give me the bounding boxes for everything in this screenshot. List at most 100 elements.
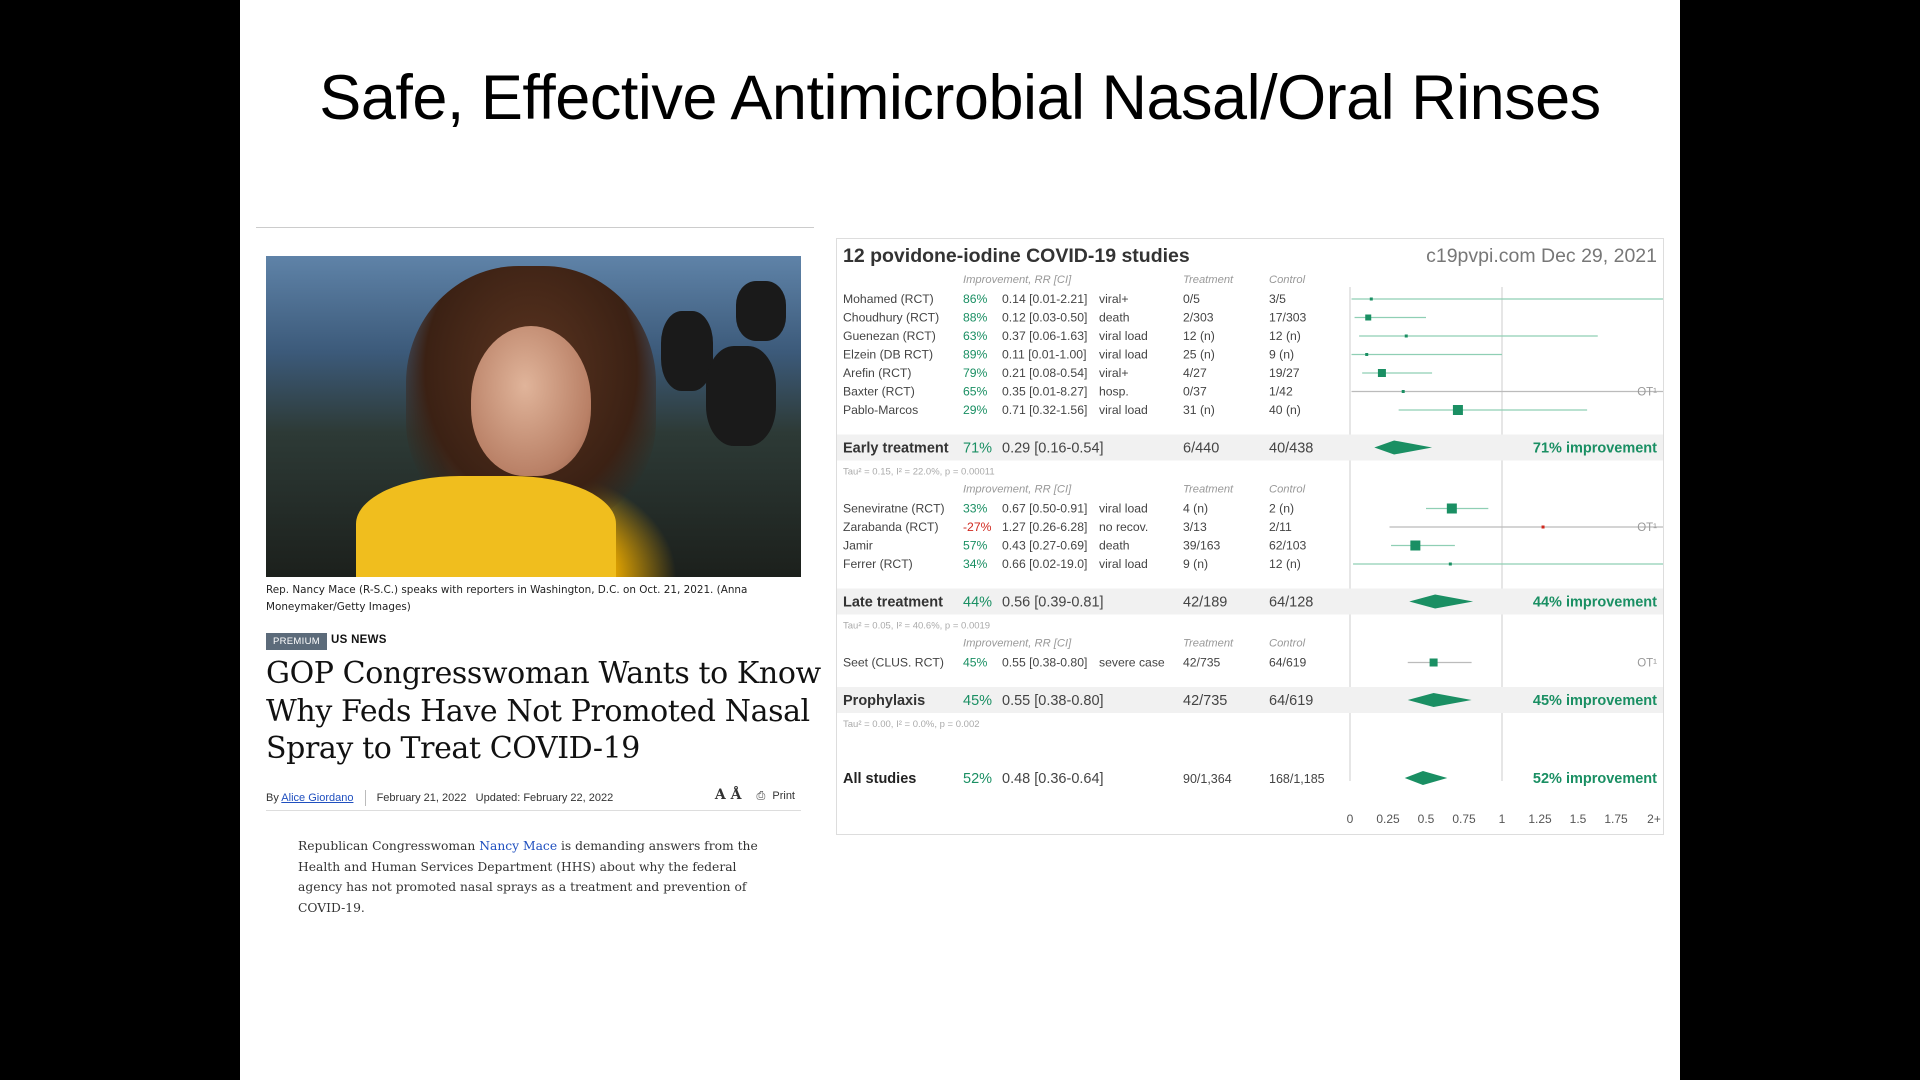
study-name: Baxter (RCT)	[843, 385, 915, 399]
forest-plot: 12 povidone-iodine COVID-19 studies c19pv…	[836, 238, 1664, 835]
study-improvement: 29%	[963, 403, 988, 417]
font-size-button[interactable]: A Å	[714, 787, 742, 803]
study-improvement: -27%	[963, 520, 992, 534]
study-treatment: 12 (n)	[1183, 329, 1215, 343]
summary-treatment: 6/440	[1183, 441, 1219, 457]
column-header-improvement: Improvement, RR [CI]	[963, 274, 1072, 286]
column-header-treatment: Treatment	[1183, 484, 1234, 496]
photo-caption: Rep. Nancy Mace (R-S.C.) speaks with rep…	[266, 584, 748, 613]
study-improvement: 33%	[963, 502, 988, 516]
study-name: Mohamed (RCT)	[843, 292, 934, 306]
study-outcome: death	[1099, 311, 1130, 325]
print-icon[interactable]: ⎙	[756, 790, 766, 802]
summary-result: 71% improvement	[1533, 441, 1657, 457]
heterogeneity-stats: Tau² = 0.00, I² = 0.0%, p = 0.002	[843, 719, 980, 730]
x-tick-label: 1.75	[1604, 812, 1628, 826]
study-outcome: severe case	[1099, 656, 1165, 670]
study-rr-ci: 0.67 [0.50-0.91]	[1002, 502, 1087, 516]
summary-label: Prophylaxis	[843, 693, 925, 709]
study-effect-marker	[1429, 658, 1438, 667]
study-control: 62/103	[1269, 539, 1306, 553]
study-rr-ci: 0.12 [0.03-0.50]	[1002, 311, 1087, 325]
summary-control: 40/438	[1269, 441, 1313, 457]
forest-source: c19pvpi.com Dec 29, 2021	[1426, 245, 1657, 267]
study-control: 1/42	[1269, 385, 1293, 399]
study-effect-marker	[1541, 525, 1545, 529]
study-rr-ci: 0.11 [0.01-1.00]	[1002, 348, 1086, 362]
summary-diamond	[1374, 440, 1433, 455]
body-text-start: Republican Congresswoman	[298, 839, 480, 853]
study-effect-marker	[1448, 562, 1452, 566]
forest-title: 12 povidone-iodine COVID-19 studies	[843, 245, 1190, 267]
study-name: Pablo-Marcos	[843, 403, 918, 417]
study-rr-ci: 0.71 [0.32-1.56]	[1002, 403, 1087, 417]
overall-result: 52% improvement	[1533, 771, 1657, 787]
study-outcome: viral+	[1099, 292, 1128, 306]
author-link[interactable]: Alice Giordano	[281, 791, 354, 804]
column-header-improvement: Improvement, RR [CI]	[963, 484, 1072, 496]
summary-row-bg	[837, 687, 1663, 713]
byline-rule	[266, 810, 801, 811]
study-control: 40 (n)	[1269, 403, 1301, 417]
summary-label: Early treatment	[843, 441, 949, 457]
study-control: 3/5	[1269, 292, 1286, 306]
heterogeneity-stats: Tau² = 0.05, I² = 40.6%, p = 0.0019	[843, 621, 990, 632]
study-improvement: 65%	[963, 385, 988, 399]
study-effect-marker	[1377, 369, 1386, 377]
print-button[interactable]: Print	[772, 790, 795, 802]
summary-treatment: 42/189	[1183, 595, 1227, 611]
study-outcome: hosp.	[1099, 385, 1129, 399]
column-header-improvement: Improvement, RR [CI]	[963, 638, 1072, 650]
summary-control: 64/619	[1269, 693, 1313, 709]
study-improvement: 88%	[963, 311, 988, 325]
study-effect-marker	[1410, 540, 1421, 551]
summary-row-bg	[837, 588, 1663, 615]
article-top-rule	[256, 227, 814, 228]
study-effect-marker	[1365, 353, 1369, 356]
study-control: 17/303	[1269, 311, 1306, 325]
summary-diamond	[1409, 594, 1474, 609]
summary-rr-ci: 0.55 [0.38-0.80]	[1002, 693, 1104, 709]
column-header-treatment: Treatment	[1183, 274, 1234, 286]
study-rr-ci: 0.55 [0.38-0.80]	[1002, 656, 1087, 670]
study-name: Ferrer (RCT)	[843, 557, 913, 571]
overall-diamond	[1404, 771, 1448, 785]
summary-rr-ci: 0.29 [0.16-0.54]	[1002, 441, 1104, 457]
study-rr-ci: 0.35 [0.01-8.27]	[1002, 385, 1087, 399]
study-treatment: 2/303	[1183, 311, 1214, 325]
ot-marker: OT¹	[1637, 387, 1657, 399]
byline: By Alice Giordano February 21, 2022 Upda…	[266, 787, 801, 808]
x-tick-label: 0.75	[1452, 812, 1476, 826]
summary-treatment: 42/735	[1183, 693, 1227, 709]
study-outcome: death	[1099, 539, 1130, 553]
summary-diamond	[1407, 693, 1472, 707]
study-effect-marker	[1369, 297, 1373, 301]
updated-date: Updated: February 22, 2022	[475, 791, 614, 804]
study-control: 12 (n)	[1269, 557, 1301, 571]
nancy-mace-link[interactable]: Nancy Mace	[479, 839, 558, 853]
study-rr-ci: 0.43 [0.27-0.69]	[1002, 539, 1087, 553]
article-headline[interactable]: GOP Congresswoman Wants to Know Why Feds…	[266, 656, 821, 766]
x-tick-label: 1.25	[1528, 812, 1552, 826]
study-effect-marker	[1401, 390, 1405, 393]
summary-improvement: 71%	[963, 441, 992, 457]
section-label[interactable]: US NEWS	[331, 634, 387, 646]
study-improvement: 63%	[963, 329, 988, 343]
study-treatment: 0/37	[1183, 385, 1207, 399]
study-control: 2 (n)	[1269, 502, 1294, 516]
article-tools: A Å ⎙ Print	[703, 787, 795, 803]
study-treatment: 0/5	[1183, 292, 1200, 306]
study-name: Seneviratne (RCT)	[843, 502, 945, 516]
study-name: Arefin (RCT)	[843, 366, 911, 380]
x-tick-label: 0.25	[1376, 812, 1400, 826]
study-effect-marker	[1446, 503, 1457, 514]
study-improvement: 57%	[963, 539, 988, 553]
summary-improvement: 44%	[963, 595, 992, 611]
study-outcome: viral load	[1099, 502, 1148, 516]
study-rr-ci: 0.14 [0.01-2.21]	[1002, 292, 1087, 306]
article-body: Republican Congresswoman Nancy Mace is d…	[298, 836, 768, 918]
overall-label: All studies	[843, 771, 916, 787]
x-tick-label: 0	[1347, 812, 1354, 826]
study-name: Seet (CLUS. RCT)	[843, 656, 944, 670]
study-outcome: no recov.	[1099, 520, 1148, 534]
